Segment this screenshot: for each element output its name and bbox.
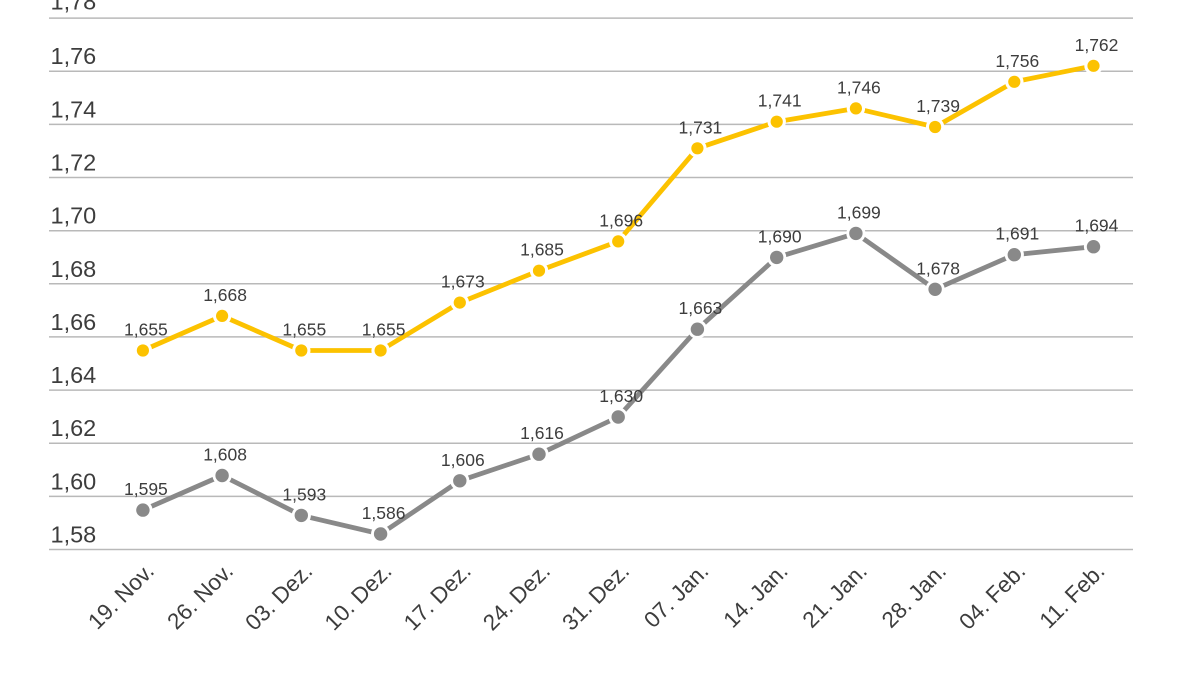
svg-text:1,608: 1,608: [203, 445, 247, 465]
svg-text:1,699: 1,699: [837, 202, 881, 222]
svg-text:1,655: 1,655: [362, 320, 406, 340]
svg-text:1,690: 1,690: [758, 226, 802, 246]
svg-text:1,62: 1,62: [51, 415, 97, 441]
svg-text:1,762: 1,762: [1075, 35, 1119, 55]
svg-text:1,58: 1,58: [51, 522, 97, 548]
svg-text:1,756: 1,756: [995, 51, 1039, 71]
svg-text:1,606: 1,606: [441, 450, 485, 470]
svg-text:1,586: 1,586: [362, 503, 406, 523]
svg-text:1,70: 1,70: [51, 203, 97, 229]
svg-text:1,78: 1,78: [51, 0, 97, 15]
svg-text:1,655: 1,655: [124, 320, 168, 340]
svg-text:1,616: 1,616: [520, 423, 564, 443]
svg-text:1,668: 1,668: [203, 285, 247, 305]
svg-text:1,64: 1,64: [51, 362, 97, 388]
svg-text:1,746: 1,746: [837, 77, 881, 97]
svg-text:1,595: 1,595: [124, 479, 168, 499]
svg-text:1,72: 1,72: [51, 150, 97, 176]
svg-text:1,673: 1,673: [441, 272, 485, 292]
svg-text:1,685: 1,685: [520, 240, 564, 260]
svg-text:1,678: 1,678: [916, 258, 960, 278]
svg-text:1,66: 1,66: [51, 309, 97, 335]
svg-text:1,696: 1,696: [599, 210, 643, 230]
svg-text:1,60: 1,60: [51, 468, 97, 494]
svg-text:1,741: 1,741: [758, 91, 802, 111]
svg-text:1,76: 1,76: [51, 43, 97, 69]
svg-text:1,731: 1,731: [679, 117, 723, 137]
svg-text:1,68: 1,68: [51, 256, 97, 282]
svg-text:1,655: 1,655: [282, 320, 326, 340]
svg-text:1,630: 1,630: [599, 386, 643, 406]
svg-text:1,593: 1,593: [282, 484, 326, 504]
svg-text:1,739: 1,739: [916, 96, 960, 116]
svg-text:1,691: 1,691: [995, 224, 1039, 244]
svg-text:1,663: 1,663: [679, 298, 723, 318]
svg-text:1,694: 1,694: [1075, 216, 1119, 236]
svg-text:1,74: 1,74: [51, 96, 97, 122]
